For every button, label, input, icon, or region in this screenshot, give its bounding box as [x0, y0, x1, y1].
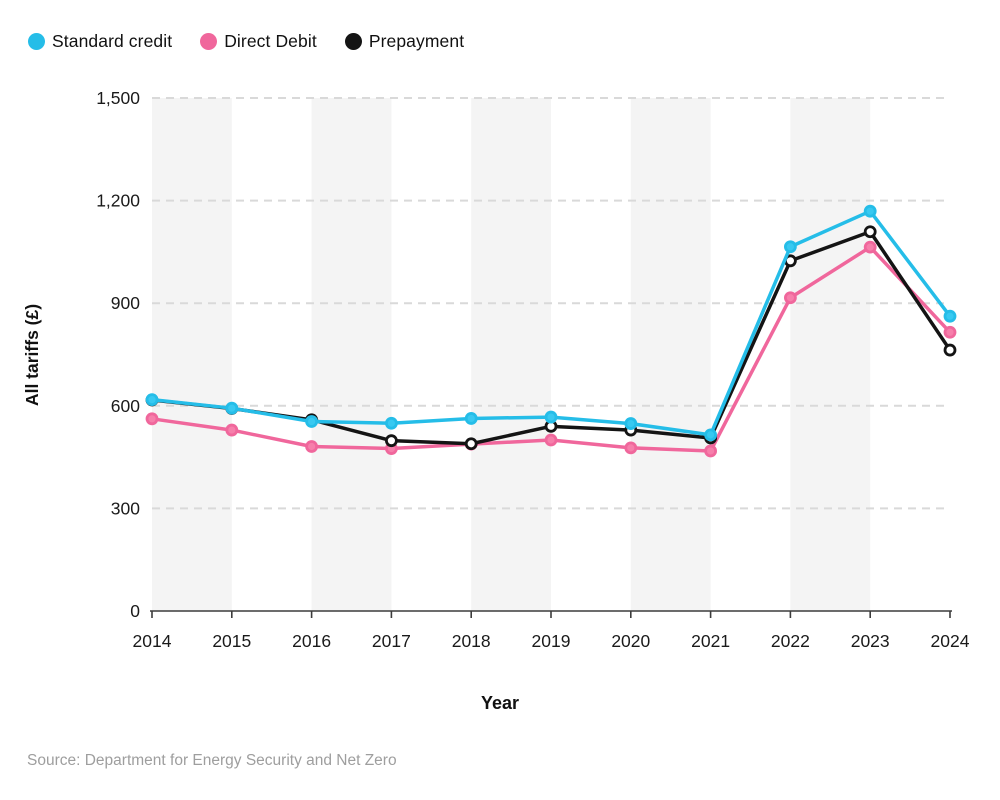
legend-label: Prepayment	[368, 31, 465, 51]
x-tick-label-2014: 2014	[133, 631, 172, 651]
y-tick-label-900: 900	[111, 293, 140, 313]
data-point-prepayment-2024	[943, 343, 957, 357]
legend-label: Standard credit	[52, 31, 173, 51]
x-tick-label-2022: 2022	[771, 631, 810, 651]
legend-item-prepayment[interactable]: Prepayment	[344, 31, 465, 52]
data-point-standard-credit-2017	[384, 416, 398, 430]
source-note: Source: Department for Energy Security a…	[27, 752, 397, 769]
data-point-prepayment-2023	[863, 225, 877, 239]
data-point-standard-credit-2018	[464, 412, 478, 425]
legend: Standard credit Direct Debit Prepayment	[28, 31, 492, 52]
year-band-2020	[630, 98, 711, 611]
data-point-standard-credit-2022	[784, 240, 797, 254]
data-point-standard-credit-2024	[943, 309, 957, 323]
legend-label: Direct Debit	[224, 31, 317, 51]
legend-dot-prepayment	[344, 33, 362, 50]
data-point-direct-debit-2021	[704, 444, 717, 458]
year-band-2014	[152, 98, 232, 611]
legend-item-direct-debit[interactable]: Direct Debit	[200, 31, 317, 52]
year-band-2018	[471, 98, 551, 611]
data-point-direct-debit-2022	[784, 291, 797, 305]
y-tick-label-600: 600	[111, 396, 140, 416]
y-tick-label-0: 0	[130, 601, 140, 621]
x-tick-label-2017: 2017	[372, 631, 411, 651]
x-tick-label-2019: 2019	[532, 631, 571, 651]
data-point-direct-debit-2015	[225, 423, 239, 437]
data-point-direct-debit-2019	[544, 433, 558, 447]
data-point-standard-credit-2023	[863, 204, 877, 218]
data-point-direct-debit-2024	[943, 325, 957, 339]
legend-item-standard-credit[interactable]: Standard credit	[28, 31, 172, 52]
y-tick-label-1500: 1,500	[96, 88, 140, 108]
data-point-direct-debit-2020	[624, 441, 638, 455]
year-band-2022	[790, 98, 871, 611]
y-axis-title: All tariffs (£)	[22, 304, 42, 406]
data-point-direct-debit-2014	[145, 412, 159, 426]
y-tick-label-300: 300	[111, 498, 140, 518]
x-tick-label-2024: 2024	[931, 631, 970, 651]
data-point-standard-credit-2020	[624, 417, 638, 430]
x-tick-label-2020: 2020	[611, 631, 650, 651]
x-tick-label-2023: 2023	[851, 631, 890, 651]
x-axis-title: Year	[481, 693, 519, 713]
data-point-standard-credit-2016	[305, 415, 319, 428]
data-point-standard-credit-2014	[145, 393, 159, 407]
data-point-standard-credit-2019	[544, 410, 558, 424]
x-tick-label-2015: 2015	[212, 631, 251, 651]
data-point-standard-credit-2015	[225, 401, 239, 415]
x-tick-label-2016: 2016	[292, 631, 331, 651]
y-tick-label-1200: 1,200	[96, 191, 140, 211]
data-point-direct-debit-2023	[863, 240, 877, 254]
x-tick-label-2018: 2018	[452, 631, 491, 651]
data-point-direct-debit-2016	[305, 440, 319, 453]
x-tick-label-2021: 2021	[691, 631, 730, 651]
legend-dot-direct-debit	[200, 33, 218, 50]
data-point-standard-credit-2021	[704, 428, 717, 442]
data-point-prepayment-2017	[384, 434, 398, 448]
legend-dot-standard-credit	[28, 33, 45, 50]
year-band-2016	[311, 98, 392, 611]
data-point-prepayment-2018	[464, 437, 478, 451]
